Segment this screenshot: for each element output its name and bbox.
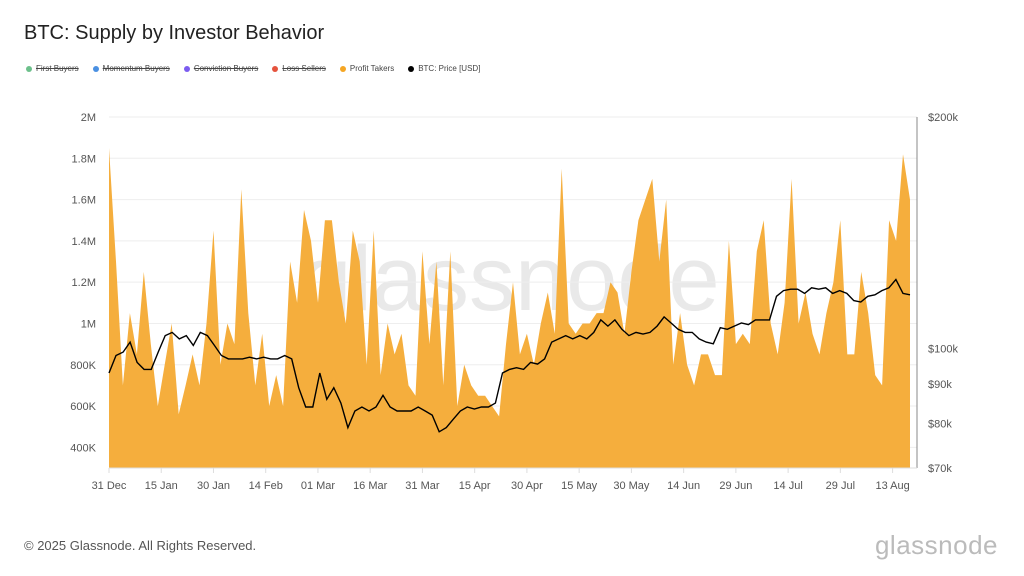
legend-item[interactable]: Momentum Buyers (92, 64, 170, 73)
legend-dot-icon (183, 65, 190, 72)
x-tick-label: 31 Dec (92, 480, 127, 492)
y-left-tick-label: 1.4M (72, 236, 96, 248)
chart-title: BTC: Supply by Investor Behavior (24, 22, 325, 44)
legend: First Buyers Momentum Buyers Conviction Bu… (26, 64, 480, 73)
legend-dot-icon (408, 65, 415, 72)
brand-logo: glassnode (874, 530, 998, 560)
y-right-tick-label: $80k (928, 418, 952, 430)
x-tick-label: 14 Feb (249, 480, 283, 492)
legend-dot-icon (272, 65, 279, 72)
x-tick-label: 30 May (613, 480, 650, 492)
legend-item[interactable]: Conviction Buyers (183, 64, 259, 73)
y-left-tick-label: 400K (70, 442, 96, 454)
legend-label: BTC: Price [USD] (418, 64, 481, 73)
x-tick-label: 29 Jun (719, 480, 752, 492)
y-left-tick-label: 600K (70, 401, 96, 413)
legend-label: First Buyers (36, 64, 79, 73)
x-tick-label: 01 Mar (301, 480, 336, 492)
legend-label: Conviction Buyers (193, 64, 259, 73)
legend-label: Loss Sellers (282, 64, 326, 73)
x-tick-label: 15 May (561, 480, 598, 492)
x-tick-label: 30 Jan (197, 480, 230, 492)
x-tick-label: 15 Apr (459, 480, 491, 492)
btc-price-line (108, 278, 911, 433)
x-tick-label: 15 Jan (145, 480, 178, 492)
legend-item[interactable]: First Buyers (26, 64, 79, 73)
x-tick-label: 16 Mar (353, 480, 388, 492)
x-tick-label: 13 Aug (875, 480, 909, 492)
legend-dot-icon (339, 65, 346, 72)
legend-label: Profit Takers (349, 64, 395, 73)
y-right-tick-label: $70k (928, 463, 952, 475)
legend-item[interactable]: Loss Sellers (272, 64, 326, 73)
y-right-tick-label: $90k (928, 379, 952, 391)
y-right-tick-label: $100k (928, 344, 958, 356)
y-left-tick-label: 1M (81, 318, 96, 330)
y-left-tick-label: 1.2M (72, 277, 96, 289)
x-tick-label: 14 Jun (667, 480, 700, 492)
copyright: © 2025 Glassnode. All Rights Reserved. (24, 538, 257, 553)
y-left-tick-label: 1.6M (72, 195, 96, 207)
y-left-tick-label: 1.8M (72, 153, 96, 165)
legend-dot-icon (26, 65, 32, 72)
y-left-tick-label: 2M (81, 112, 96, 124)
x-tick-label: 31 Mar (405, 480, 440, 492)
y-right-tick-label: $200k (928, 112, 958, 124)
y-left-tick-label: 800K (70, 360, 96, 372)
legend-label: Momentum Buyers (102, 64, 170, 73)
profit-takers-area (109, 148, 910, 468)
x-tick-label: 30 Apr (511, 480, 543, 492)
legend-dot-icon (92, 65, 99, 72)
x-tick-label: 14 Jul (773, 480, 802, 492)
x-tick-label: 29 Jul (826, 480, 855, 492)
legend-item[interactable]: BTC: Price [USD] (408, 64, 480, 73)
legend-item[interactable]: Profit Takers (339, 64, 395, 73)
